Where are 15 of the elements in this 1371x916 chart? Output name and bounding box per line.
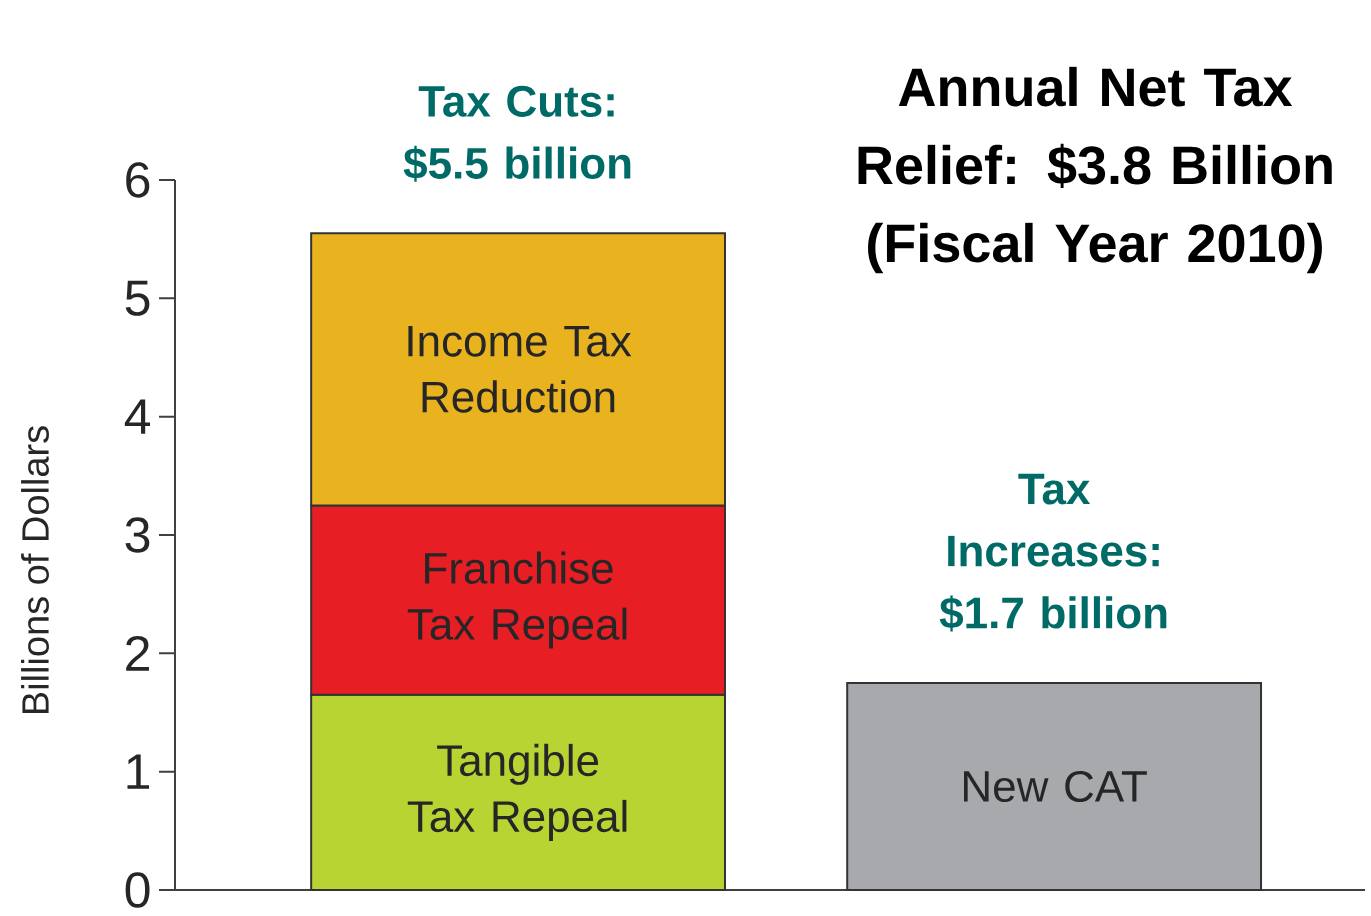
y-tick-label: 5	[125, 280, 150, 316]
y-tick-label: 0	[125, 872, 150, 908]
annotation: Tax Increases: $1.7 billion	[939, 473, 1167, 632]
annotation: Tax Cuts: $5.5 billion	[403, 85, 631, 182]
y-tick-label: 4	[124, 399, 151, 434]
y-tick-label: 6	[126, 162, 150, 198]
series-label: Franchise Tax Repeal	[407, 551, 627, 649]
y-tick-label: 2	[126, 635, 149, 671]
series-label: Tangible Tax Repeal	[407, 743, 627, 841]
y-axis-title: Billions of Dollars	[21, 426, 49, 714]
y-tick-label: 1	[127, 754, 150, 789]
chart-title: Annual Net Tax Relief: $3.8 Billion (Fiscal Year 2010)	[858, 66, 1332, 274]
series-label: Income Tax Reduction	[408, 325, 632, 413]
series-label: New CAT	[964, 770, 1147, 803]
y-tick-label: 3	[125, 517, 150, 553]
